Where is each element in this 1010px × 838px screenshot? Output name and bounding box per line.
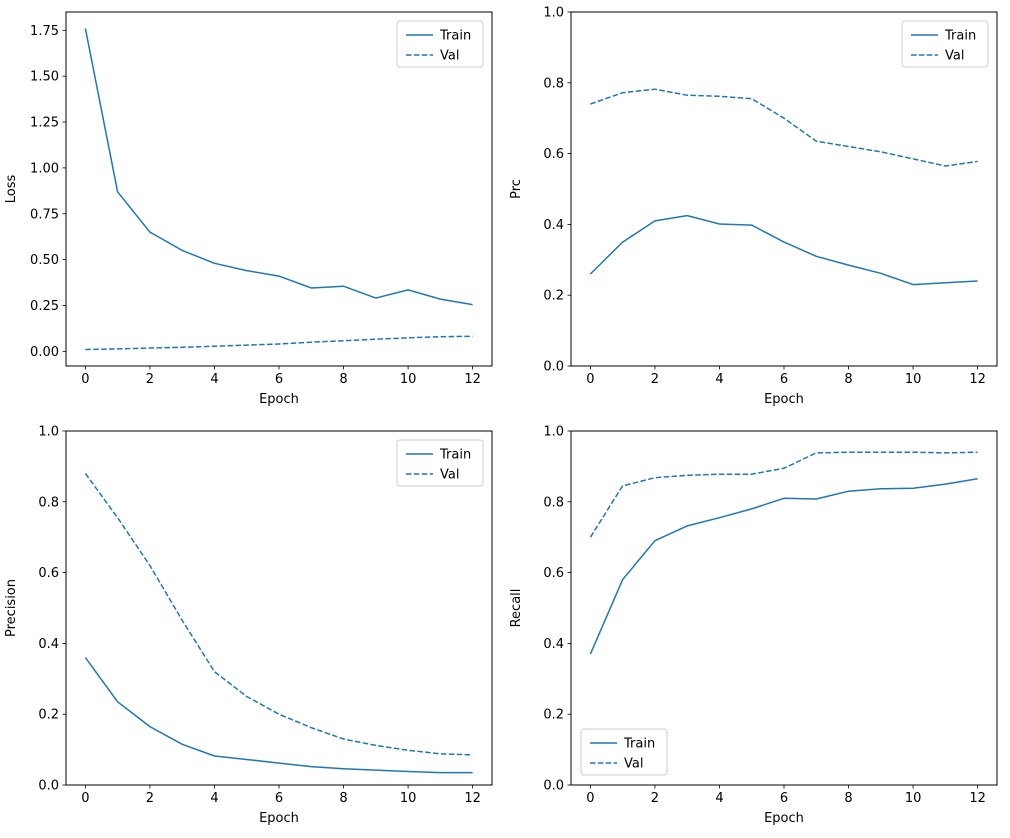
- x-tick-label: 12: [969, 791, 986, 806]
- x-axis-label: Epoch: [259, 811, 299, 826]
- x-tick-label: 0: [81, 372, 89, 387]
- x-tick-label: 4: [210, 791, 218, 806]
- x-tick-label: 12: [969, 372, 986, 387]
- y-tick-label: 0.75: [30, 207, 59, 222]
- y-axis-label: Precision: [4, 579, 19, 637]
- legend-label: Train: [623, 737, 655, 752]
- x-tick-label: 6: [275, 372, 283, 387]
- legend-label: Val: [440, 49, 459, 64]
- recall-chart: 0 2 4 6 8 10 12 0.0 0.2 0.4 0.6 0.8 1.0 Epoch Recall Tr…: [509, 425, 998, 826]
- x-axis-label: Epoch: [764, 811, 804, 826]
- legend-label: Train: [439, 29, 471, 44]
- x-tick-label: 10: [400, 791, 417, 806]
- x-tick-label: 0: [586, 372, 594, 387]
- legend: Train Val: [396, 439, 484, 487]
- y-tick-label: 0.8: [543, 76, 564, 91]
- x-tick-label: 4: [715, 791, 723, 806]
- x-tick-label: 12: [464, 791, 481, 806]
- y-tick-label: 1.0: [543, 6, 564, 21]
- y-tick-label: 0.4: [543, 218, 564, 233]
- precision-chart: 0 2 4 6 8 10 12 0.0 0.2 0.4 0.6 0.8 1.0 Epoch Precisio…: [4, 425, 493, 826]
- y-tick-label: 1.75: [30, 24, 59, 39]
- x-tick-label: 2: [146, 372, 154, 387]
- train-line: [84, 657, 473, 774]
- x-tick-label: 8: [339, 372, 347, 387]
- x-tick-label: 4: [210, 372, 218, 387]
- val-line: [85, 335, 473, 351]
- y-tick-label: 0.0: [543, 360, 564, 375]
- x-tick-label: 10: [905, 372, 922, 387]
- prc-chart: 0 2 4 6 8 10 12 0.0 0.2 0.4 0.6 0.8 1.0 Epoch Prc Train…: [509, 6, 998, 407]
- x-axis-label: Epoch: [764, 392, 804, 407]
- y-tick-label: 1.25: [30, 116, 59, 131]
- x-tick-label: 0: [586, 791, 594, 806]
- y-tick-label: 0.00: [30, 345, 59, 360]
- legend-label: Train: [439, 448, 471, 463]
- axes: 0 2 4 6 8 10 12 0.0 0.2 0.4 0.6 0.8 1.0 Epoch Recall: [509, 425, 998, 826]
- legend-label: Val: [624, 757, 643, 772]
- y-tick-label: 0.0: [38, 779, 59, 794]
- y-tick-label: 0.8: [38, 495, 59, 510]
- legend: Train Val: [901, 20, 989, 68]
- train-line: [84, 28, 473, 306]
- x-tick-label: 10: [905, 791, 922, 806]
- y-axis-label: Recall: [509, 589, 524, 628]
- y-tick-label: 0.25: [30, 299, 59, 314]
- x-tick-label: 10: [400, 372, 417, 387]
- x-tick-label: 6: [780, 791, 788, 806]
- axes: 0 2 4 6 8 10 12 0.00 0.25 0.50 0.75 1.00 1.25 1.50 1.7…: [4, 11, 493, 407]
- axes: 0 2 4 6 8 10 12 0.0 0.2 0.4 0.6 0.8 1.0 Epoch Precisio…: [4, 425, 493, 826]
- x-tick-label: 8: [844, 372, 852, 387]
- x-tick-label: 6: [275, 791, 283, 806]
- x-tick-label: 8: [844, 791, 852, 806]
- y-tick-label: 1.00: [30, 161, 59, 176]
- y-axis-label: Loss: [4, 175, 19, 204]
- y-tick-label: 0.2: [38, 708, 59, 723]
- y-tick-label: 0.6: [543, 566, 564, 581]
- x-tick-label: 2: [651, 791, 659, 806]
- x-tick-label: 0: [81, 791, 89, 806]
- x-tick-label: 2: [146, 791, 154, 806]
- y-tick-label: 0.8: [543, 495, 564, 510]
- train-line: [589, 478, 978, 655]
- legend-label: Val: [945, 49, 964, 64]
- loss-chart: 0 2 4 6 8 10 12 0.00 0.25 0.50 0.75 1.00 1.25 1.50 1.7…: [4, 11, 493, 407]
- y-tick-label: 0.0: [543, 779, 564, 794]
- x-tick-label: 12: [464, 372, 481, 387]
- x-tick-label: 4: [715, 372, 723, 387]
- x-tick-label: 6: [780, 372, 788, 387]
- train-line: [589, 214, 978, 286]
- x-tick-label: 8: [339, 791, 347, 806]
- legend: Train Val: [580, 728, 668, 776]
- y-tick-label: 1.0: [543, 425, 564, 440]
- x-axis-label: Epoch: [259, 392, 299, 407]
- legend-label: Val: [440, 468, 459, 483]
- axes: 0 2 4 6 8 10 12 0.0 0.2 0.4 0.6 0.8 1.0 Epoch Prc: [509, 6, 998, 407]
- y-tick-label: 0.4: [543, 637, 564, 652]
- legend: Train Val: [396, 20, 484, 68]
- legend-label: Train: [944, 29, 976, 44]
- y-axis-label: Prc: [509, 179, 524, 199]
- y-tick-label: 0.4: [38, 637, 59, 652]
- y-tick-label: 0.6: [38, 566, 59, 581]
- y-tick-label: 0.6: [543, 147, 564, 162]
- y-tick-label: 0.2: [543, 708, 564, 723]
- val-line: [589, 451, 978, 538]
- x-tick-label: 2: [651, 372, 659, 387]
- y-tick-label: 1.0: [38, 425, 59, 440]
- val-line: [84, 473, 473, 756]
- y-tick-label: 0.50: [30, 253, 59, 268]
- y-tick-label: 0.2: [543, 289, 564, 304]
- val-line: [590, 88, 978, 167]
- y-tick-label: 1.50: [30, 70, 59, 85]
